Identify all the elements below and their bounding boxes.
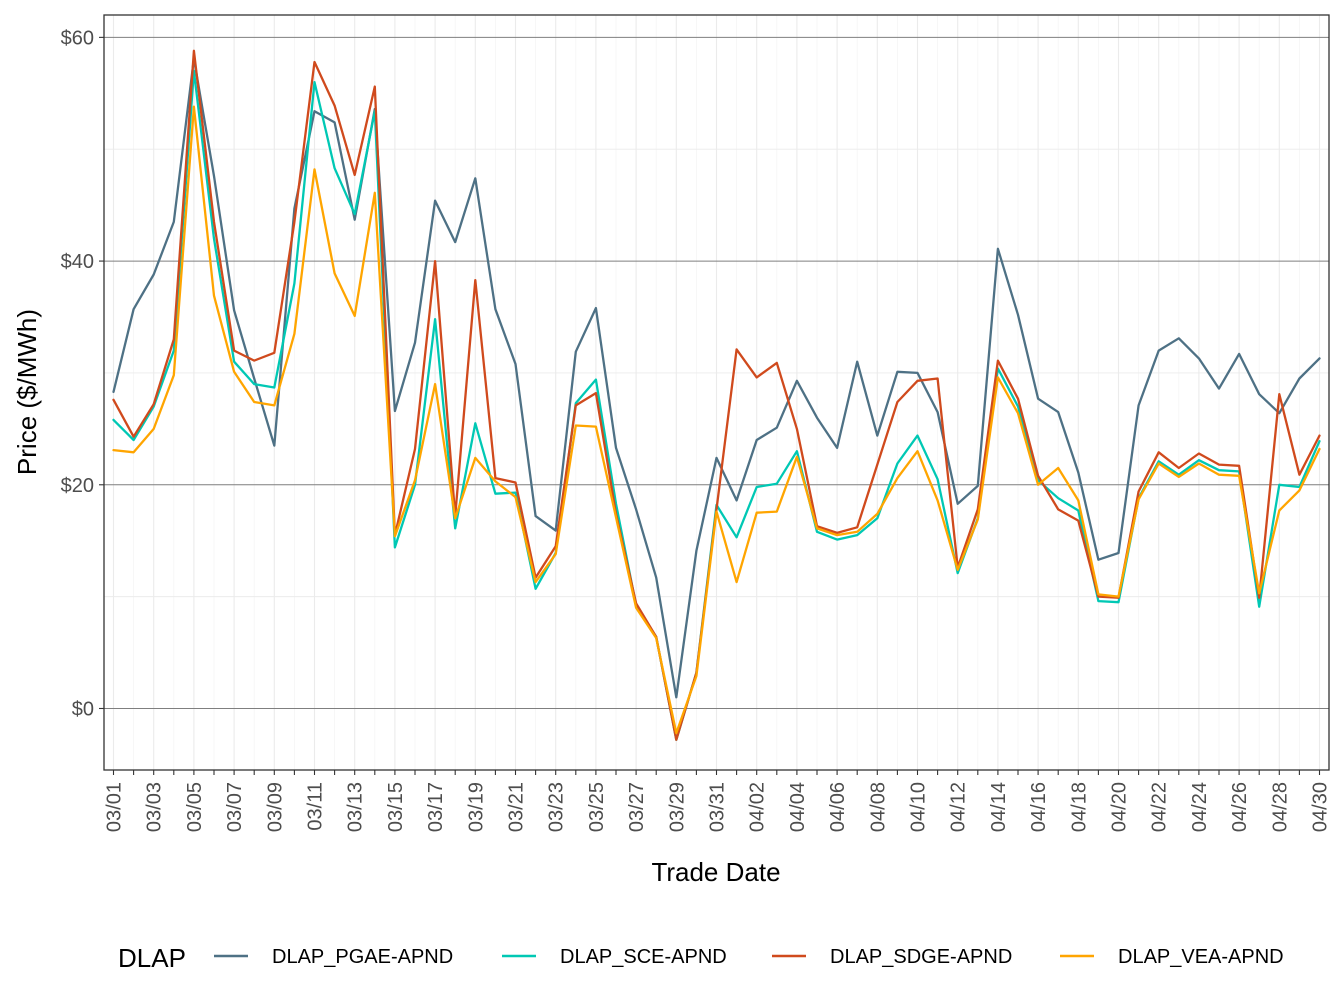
y-tick-label: $20 bbox=[61, 475, 94, 497]
x-tick-label: 03/27 bbox=[626, 782, 648, 832]
x-tick-label: 03/31 bbox=[707, 782, 729, 832]
x-tick-label: 03/15 bbox=[385, 782, 407, 832]
x-tick-label: 04/14 bbox=[988, 782, 1010, 832]
x-tick-label: 03/01 bbox=[104, 782, 126, 832]
x-tick-label: 04/30 bbox=[1310, 782, 1332, 832]
x-tick-label: 04/24 bbox=[1189, 782, 1211, 832]
x-tick-label: 04/22 bbox=[1149, 782, 1171, 832]
x-tick-label: 04/04 bbox=[787, 782, 809, 832]
legend-label: DLAP_SDGE-APND bbox=[830, 946, 1012, 968]
series-line-dlap-pgae-apnd bbox=[112, 57, 1321, 699]
x-tick-label: 04/06 bbox=[827, 782, 849, 832]
x-tick-label: 04/02 bbox=[747, 782, 769, 832]
x-tick-label: 03/11 bbox=[305, 782, 327, 831]
series-line-dlap-vea-apnd bbox=[112, 105, 1321, 735]
x-tick-label: 03/09 bbox=[264, 782, 286, 832]
y-tick-label: $40 bbox=[61, 251, 94, 273]
x-tick-label: 03/21 bbox=[506, 782, 528, 832]
x-tick-label: 03/17 bbox=[425, 782, 447, 832]
y-axis: $0 $20 $40 $60 bbox=[61, 27, 104, 720]
legend-label: DLAP_VEA-APND bbox=[1118, 946, 1284, 968]
x-axis-title: Trade Date bbox=[651, 857, 780, 887]
major-gridlines bbox=[104, 15, 1329, 770]
x-tick-label: 04/16 bbox=[1028, 782, 1050, 832]
minor-gridlines bbox=[104, 15, 1329, 770]
y-tick-label: $0 bbox=[72, 698, 94, 720]
x-tick-label: 04/10 bbox=[908, 782, 930, 832]
x-tick-label: 03/13 bbox=[345, 782, 367, 832]
legend-label: DLAP_SCE-APND bbox=[560, 946, 727, 968]
x-tick-label: 03/05 bbox=[184, 782, 206, 832]
x-tick-label: 04/08 bbox=[867, 782, 889, 832]
series-lines bbox=[112, 49, 1321, 741]
x-tick-label: 03/03 bbox=[144, 782, 166, 832]
legend: DLAP DLAP_PGAE-APND DLAP_SCE-APND DLAP_SDG… bbox=[118, 943, 1284, 973]
x-tick-label: 03/07 bbox=[224, 782, 246, 832]
x-tick-label: 03/19 bbox=[465, 782, 487, 832]
x-tick-label: 04/20 bbox=[1109, 782, 1131, 832]
x-tick-label: 03/29 bbox=[666, 782, 688, 832]
x-tick-label: 03/23 bbox=[546, 782, 568, 832]
x-tick-label: 04/12 bbox=[948, 782, 970, 832]
legend-label: DLAP_PGAE-APND bbox=[272, 946, 453, 968]
y-axis-title: Price ($/MWh) bbox=[12, 309, 42, 475]
x-tick-label: 04/28 bbox=[1269, 782, 1291, 832]
x-tick-label: 03/25 bbox=[586, 782, 608, 832]
y-tick-label: $60 bbox=[61, 27, 94, 49]
x-tick-label: 04/18 bbox=[1068, 782, 1090, 832]
x-axis: 03/01 03/03 03/05 03/07 03/09 03/11 03/13 03/15… bbox=[104, 770, 1332, 832]
x-tick-label: 04/26 bbox=[1229, 782, 1251, 832]
legend-title: DLAP bbox=[118, 943, 186, 973]
